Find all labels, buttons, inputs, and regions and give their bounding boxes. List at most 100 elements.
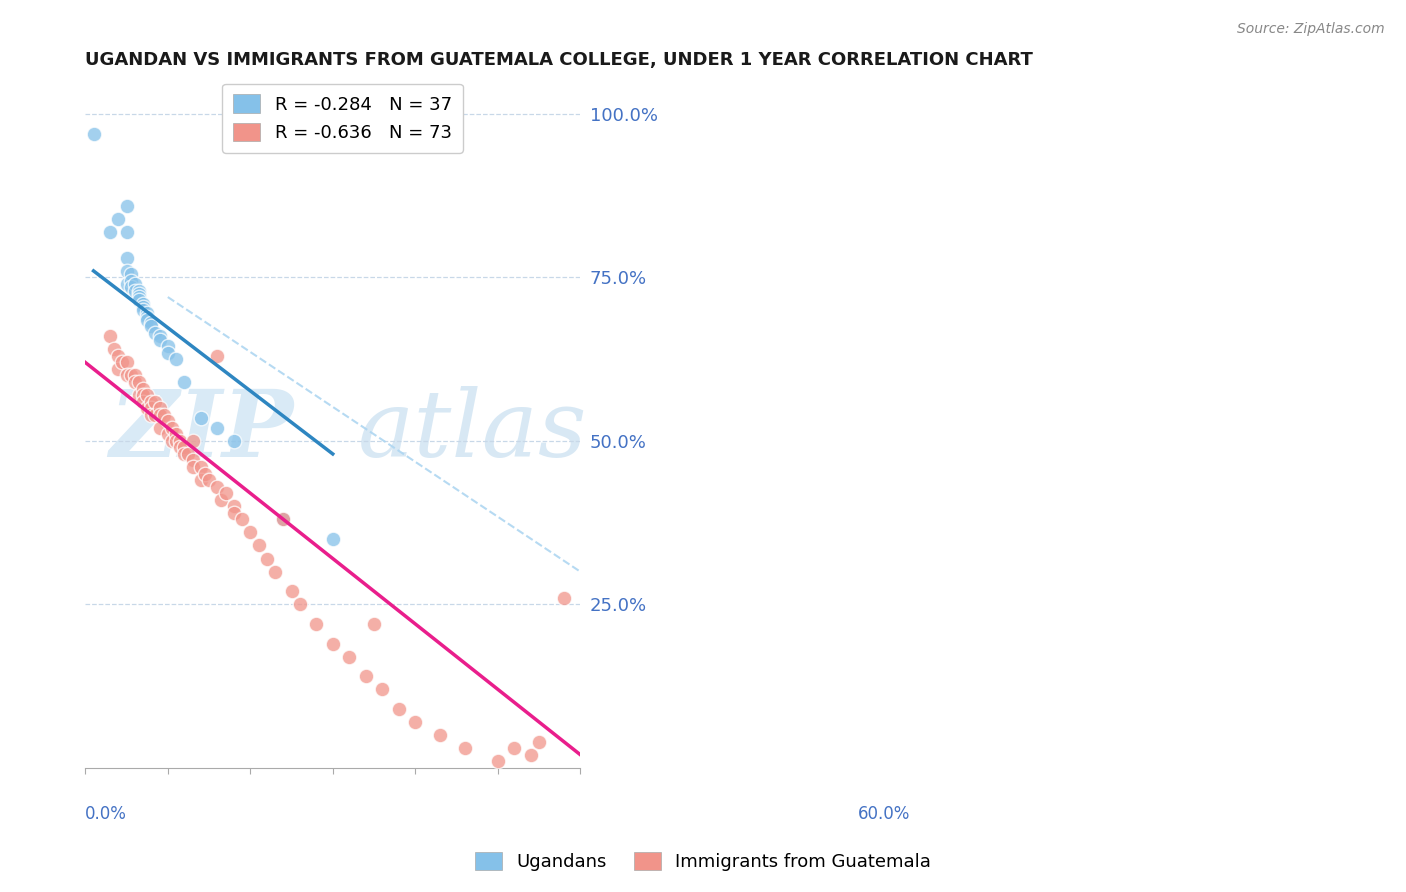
Point <box>141 316 163 330</box>
Point <box>111 355 134 369</box>
Point <box>128 293 150 308</box>
Point <box>527 734 550 748</box>
Point <box>354 669 377 683</box>
Point <box>486 754 509 768</box>
Point <box>247 538 270 552</box>
Point <box>98 329 121 343</box>
Point <box>404 714 426 729</box>
Point <box>181 453 204 467</box>
Point <box>98 225 121 239</box>
Point <box>429 728 451 742</box>
Point <box>115 264 138 278</box>
Point <box>107 211 129 226</box>
Point <box>145 326 167 340</box>
Text: UGANDAN VS IMMIGRANTS FROM GUATEMALA COLLEGE, UNDER 1 YEAR CORRELATION CHART: UGANDAN VS IMMIGRANTS FROM GUATEMALA COL… <box>86 51 1033 69</box>
Legend: Ugandans, Immigrants from Guatemala: Ugandans, Immigrants from Guatemala <box>468 845 938 879</box>
Text: atlas: atlas <box>357 386 586 476</box>
Point <box>207 480 229 494</box>
Point <box>136 388 159 402</box>
Point <box>148 401 170 416</box>
Point <box>132 303 155 318</box>
Point <box>120 368 142 383</box>
Point <box>115 225 138 239</box>
Point <box>256 551 278 566</box>
Point <box>160 434 183 448</box>
Point <box>107 349 129 363</box>
Point <box>363 616 385 631</box>
Point <box>280 584 302 599</box>
Text: Source: ZipAtlas.com: Source: ZipAtlas.com <box>1237 22 1385 37</box>
Point <box>222 506 245 520</box>
Point <box>141 401 163 416</box>
Point <box>181 434 204 448</box>
Text: 0.0%: 0.0% <box>86 805 127 823</box>
Point <box>124 375 146 389</box>
Point <box>103 343 125 357</box>
Point <box>337 649 360 664</box>
Point <box>148 329 170 343</box>
Point <box>128 290 150 304</box>
Point <box>148 421 170 435</box>
Point <box>388 702 411 716</box>
Point <box>239 525 262 540</box>
Point <box>207 421 229 435</box>
Point <box>124 277 146 291</box>
Point <box>271 512 294 526</box>
Point <box>141 408 163 422</box>
Point <box>136 310 159 324</box>
Point <box>83 127 105 141</box>
Point <box>454 741 477 756</box>
Point <box>190 460 212 475</box>
Point <box>132 300 155 314</box>
Point <box>132 388 155 402</box>
Point <box>132 394 155 409</box>
Point <box>115 277 138 291</box>
Point <box>128 388 150 402</box>
Text: 60.0%: 60.0% <box>858 805 910 823</box>
Point <box>148 333 170 347</box>
Point <box>120 267 142 281</box>
Point <box>190 473 212 487</box>
Point <box>165 352 187 367</box>
Point <box>148 408 170 422</box>
Point <box>120 280 142 294</box>
Point <box>124 368 146 383</box>
Point <box>271 512 294 526</box>
Point <box>124 284 146 298</box>
Point <box>519 747 541 762</box>
Point <box>115 251 138 265</box>
Point <box>165 434 187 448</box>
Point <box>132 382 155 396</box>
Point <box>165 427 187 442</box>
Point <box>214 486 236 500</box>
Point <box>156 345 179 359</box>
Point <box>136 313 159 327</box>
Point <box>136 401 159 416</box>
Point <box>305 616 328 631</box>
Point <box>288 597 311 611</box>
Point <box>198 473 221 487</box>
Point <box>128 375 150 389</box>
Point <box>120 274 142 288</box>
Point <box>173 375 195 389</box>
Point <box>231 512 253 526</box>
Point <box>145 394 167 409</box>
Point <box>115 198 138 212</box>
Point <box>322 636 344 650</box>
Point <box>128 286 150 301</box>
Point <box>156 414 179 428</box>
Point <box>553 591 575 605</box>
Point <box>107 362 129 376</box>
Point <box>177 447 200 461</box>
Point <box>169 441 191 455</box>
Point <box>169 434 191 448</box>
Point <box>132 296 155 310</box>
Point <box>194 467 217 481</box>
Point <box>322 532 344 546</box>
Point <box>222 434 245 448</box>
Point <box>207 349 229 363</box>
Point <box>190 411 212 425</box>
Point <box>173 441 195 455</box>
Point <box>152 408 174 422</box>
Point <box>128 284 150 298</box>
